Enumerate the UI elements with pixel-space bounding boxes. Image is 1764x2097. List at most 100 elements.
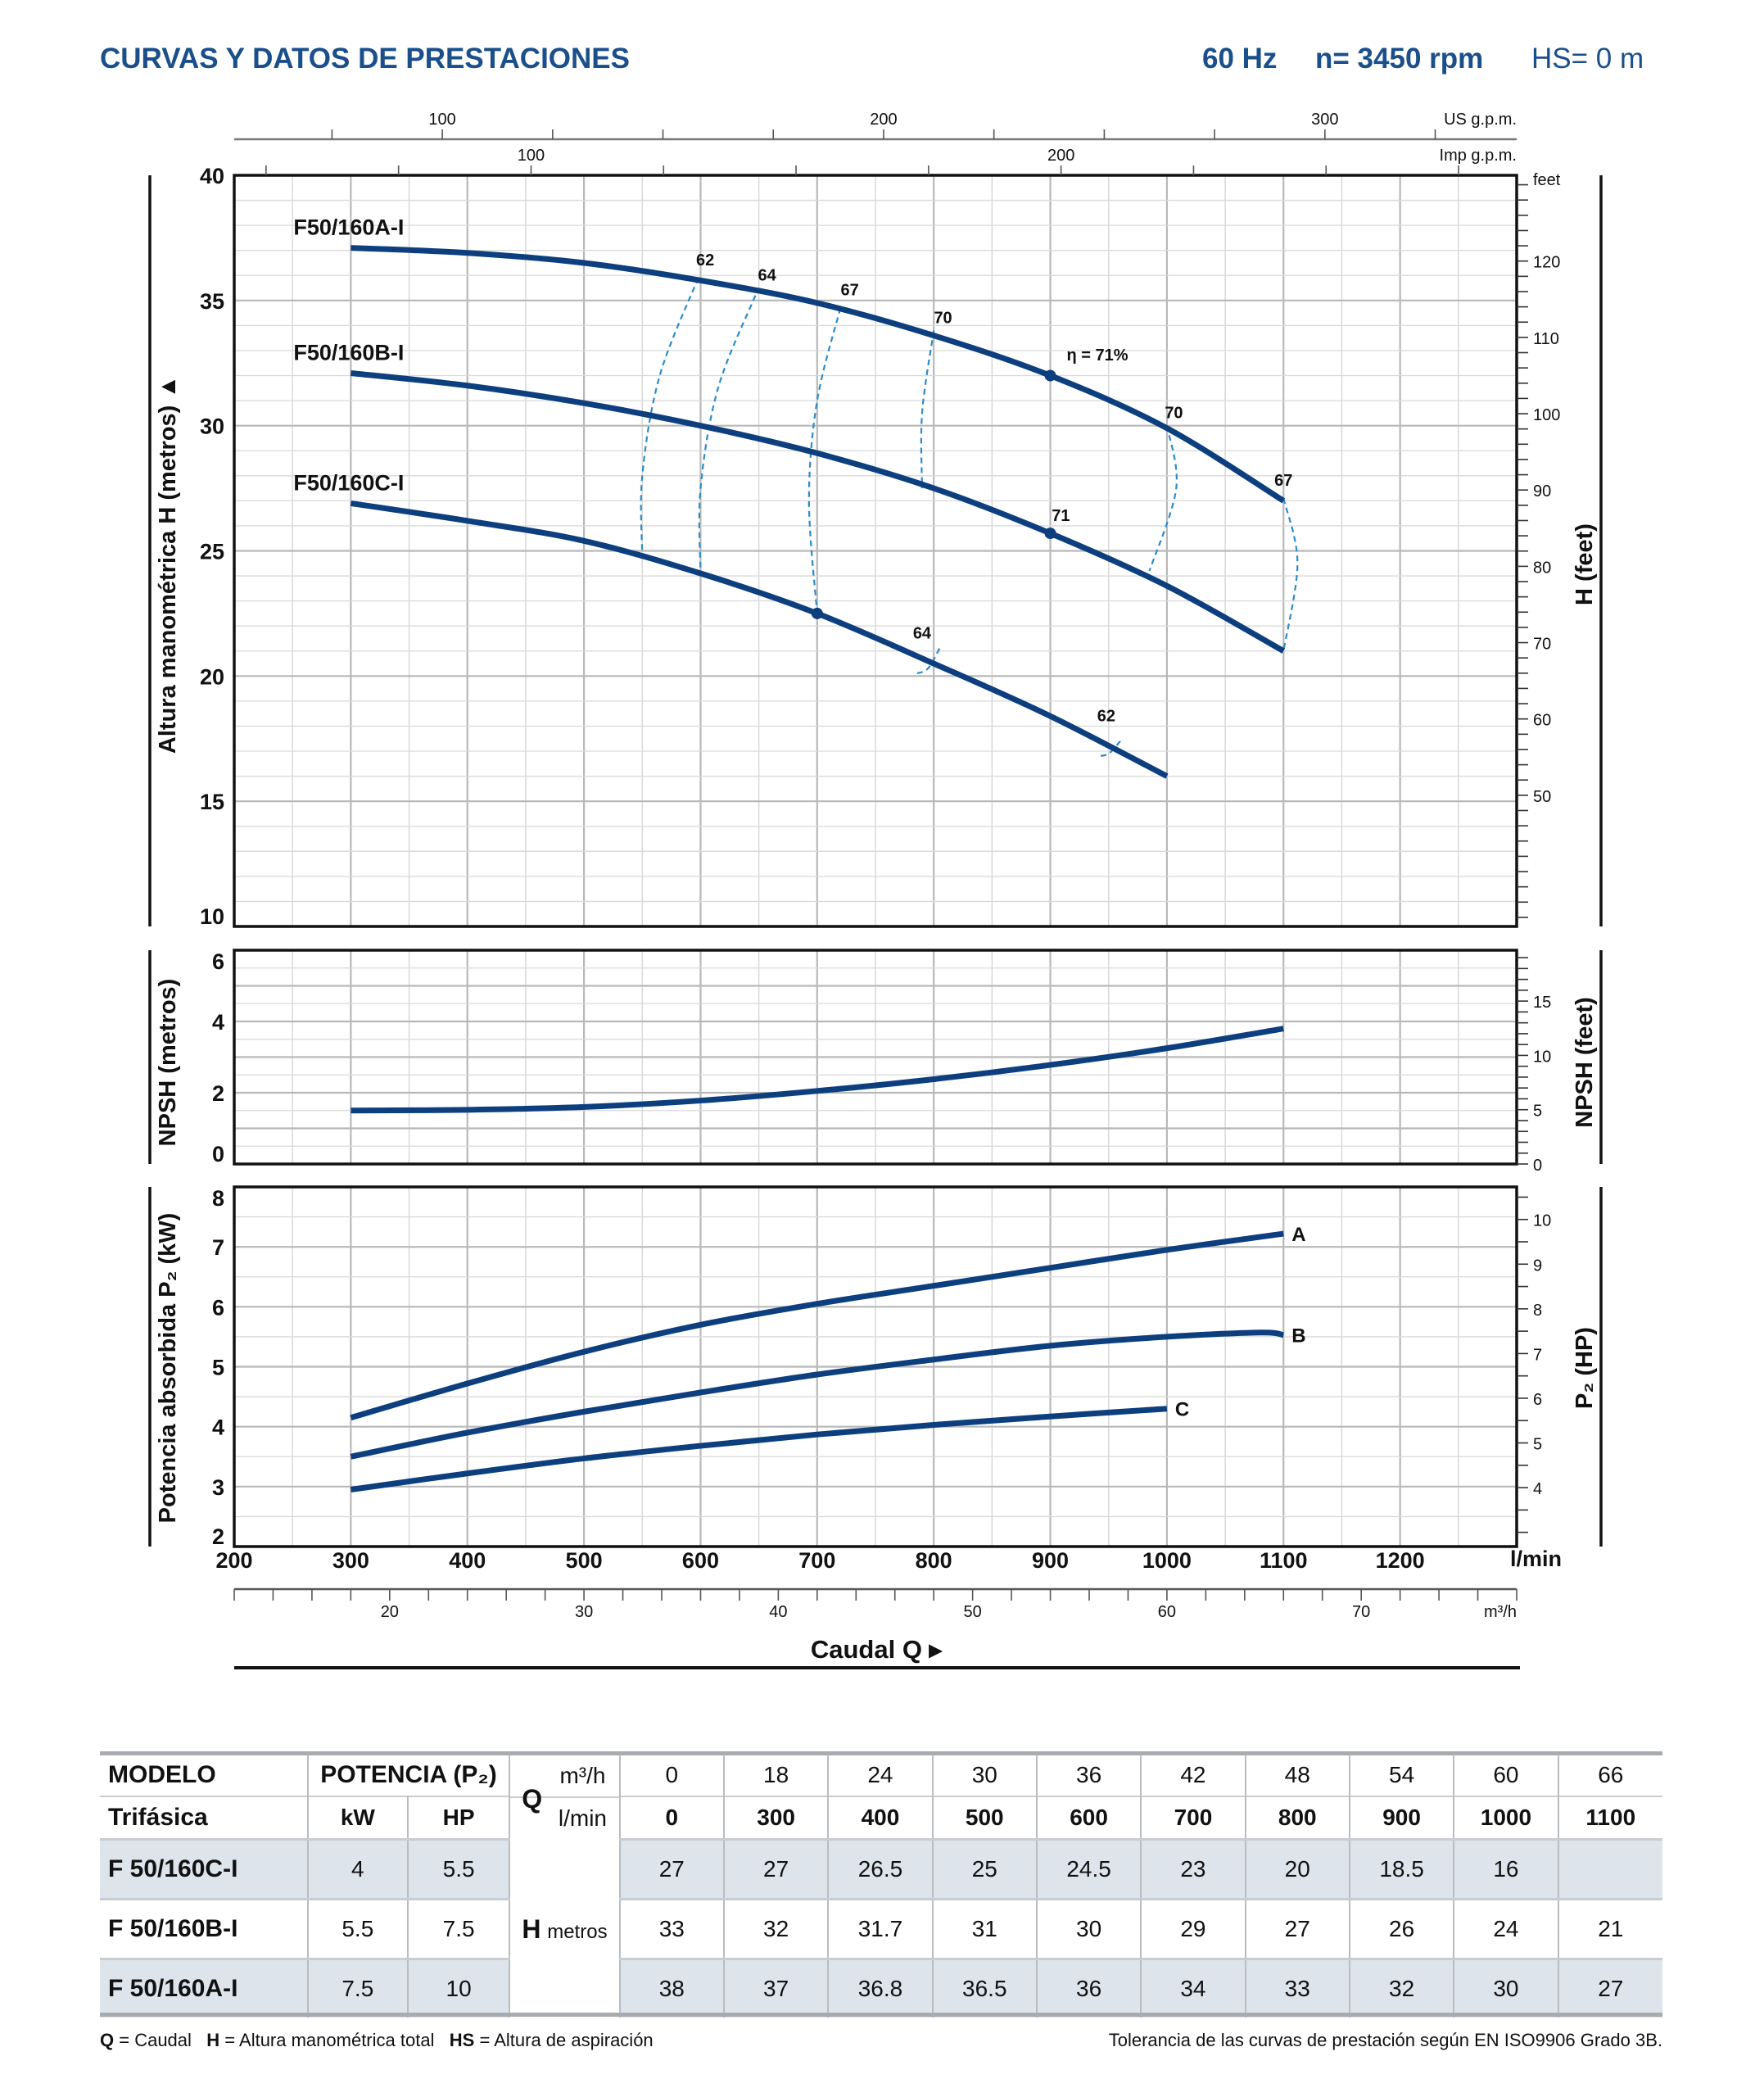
- right-tick-label: 10: [1533, 1212, 1551, 1230]
- right-tick-label: 7: [1533, 1346, 1542, 1364]
- head-value: 30: [1453, 1958, 1558, 2018]
- y-tick-label: 4: [212, 1010, 224, 1035]
- m3h-value: 42: [1140, 1755, 1246, 1796]
- head-value: 36: [1035, 1958, 1142, 2018]
- efficiency-curve-70: [1148, 425, 1178, 572]
- y-tick-label: 6: [212, 1295, 224, 1320]
- right-tick-label: 4: [1533, 1480, 1542, 1498]
- us-gpm-tick-label: 300: [1311, 111, 1338, 129]
- h-def: = Altura manométrica total: [219, 2030, 435, 2050]
- efficiency-label: 62: [696, 251, 714, 269]
- efficiency-label: 64: [913, 624, 932, 642]
- lmin-value: 400: [827, 1796, 933, 1840]
- curve-label: A: [1291, 1224, 1305, 1246]
- y-tick-label: 4: [212, 1415, 224, 1440]
- curve-F50/160A-I: [351, 245, 1286, 504]
- kw-header: kW: [306, 1796, 408, 1840]
- y-axis-title-right: NPSH (feet): [1572, 997, 1598, 1128]
- hs-key: HS: [449, 2030, 475, 2050]
- m3h-unit: m³/h: [1484, 1603, 1517, 1621]
- table-bottom-rule: [100, 2013, 1662, 2017]
- head-value: 27: [618, 1838, 724, 1900]
- h-unit-cell: [509, 1839, 620, 1900]
- y-tick-label: 6: [212, 949, 224, 974]
- hp-header: HP: [406, 1796, 510, 1840]
- head-value: 16: [1453, 1838, 1558, 1900]
- us-gpm-tick-label: 100: [428, 111, 455, 129]
- power-header: POTENCIA (P₂): [306, 1755, 510, 1796]
- m3h-tick-label: 40: [769, 1603, 787, 1621]
- head-value: 37: [722, 1958, 829, 2018]
- head-value: 36.5: [931, 1958, 1037, 2018]
- y-tick-label: 20: [200, 664, 224, 689]
- right-tick-label: 70: [1533, 636, 1551, 654]
- lmin-value: 500: [931, 1796, 1037, 1840]
- head-value: 33: [618, 1898, 724, 1959]
- m3h-value: 60: [1453, 1755, 1558, 1796]
- head-value: 30: [1035, 1898, 1142, 1959]
- best-efficiency-point: [1044, 528, 1056, 540]
- head-value: 25: [931, 1838, 1037, 1900]
- m3h-tick-label: 30: [575, 1603, 593, 1621]
- m3h-tick-label: 60: [1158, 1603, 1176, 1621]
- lmin-value: 900: [1348, 1796, 1454, 1840]
- curve-F50/160C-I: [350, 500, 1169, 779]
- power-kw: 7.5: [306, 1958, 408, 2018]
- y-tick-label: 30: [200, 414, 224, 439]
- efficiency-curve-64: [916, 648, 941, 675]
- head-value: 24.5: [1035, 1838, 1142, 1900]
- m3h-value: 54: [1348, 1755, 1454, 1796]
- x-tick-label: 900: [1032, 1548, 1069, 1573]
- x-axis-unit: l/min: [1510, 1547, 1562, 1571]
- npsh-panel: [148, 949, 1603, 1166]
- x-tick-label: 600: [682, 1548, 719, 1573]
- power-hp: 10: [406, 1958, 510, 2018]
- m3h-value: 36: [1035, 1755, 1142, 1796]
- head-value: 18.5: [1348, 1838, 1454, 1900]
- x-tick-label: 300: [332, 1548, 369, 1573]
- x-tick-label: 1200: [1376, 1548, 1425, 1573]
- curve-label: F50/160B-I: [293, 340, 404, 365]
- us-gpm-unit: US g.p.m.: [1444, 111, 1517, 129]
- us-gpm-tick-label: 200: [870, 111, 897, 129]
- y-tick-label: 40: [200, 164, 224, 188]
- q-label: Q: [522, 1784, 543, 1814]
- y-tick-label: 8: [212, 1186, 224, 1211]
- tolerance-note: Tolerancia de las curvas de prestación s…: [1108, 2030, 1662, 2050]
- x-tick-label: 800: [916, 1548, 952, 1573]
- right-tick-label: 90: [1533, 482, 1551, 500]
- curve-label: F50/160A-I: [293, 215, 404, 240]
- x-tick-label: 700: [798, 1548, 835, 1573]
- lmin-value: 600: [1035, 1796, 1142, 1840]
- q-key: Q: [100, 2030, 115, 2050]
- imp-gpm-tick-label: 100: [518, 147, 545, 165]
- x-tick-label: 400: [449, 1548, 486, 1573]
- curve-label: F50/160C-I: [293, 470, 404, 495]
- right-tick-label: 5: [1533, 1436, 1542, 1454]
- h-key: H: [206, 2030, 220, 2050]
- head-value: 34: [1140, 1958, 1246, 2018]
- right-tick-label: 8: [1533, 1302, 1542, 1320]
- y-tick-label: 10: [200, 904, 224, 929]
- efficiency-label: 62: [1097, 707, 1115, 725]
- right-tick-label: 0: [1533, 1157, 1542, 1175]
- right-tick-label: 50: [1533, 788, 1551, 806]
- head-value: 26: [1348, 1898, 1454, 1959]
- y-tick-label: 2: [212, 1524, 224, 1549]
- curve-A: [350, 1230, 1284, 1421]
- m3h-value: 18: [722, 1755, 829, 1796]
- model-name: F 50/160C-I: [100, 1838, 308, 1900]
- performance-chart: 101520253035405060708090100110120feetAlt…: [148, 111, 1603, 1669]
- head-value: 21: [1557, 1898, 1662, 1959]
- power-hp: 5.5: [406, 1838, 510, 1900]
- table-row: F 50/160C-I 4 5.5 27 27 26.5 25 24.5 23 20 18.5 16: [100, 1838, 1662, 1900]
- m3h-value: 66: [1557, 1755, 1662, 1796]
- table-row: F 50/160B-I 5.5 7.5 H metros 33 32 31.7 31 30 29 2…: [100, 1898, 1662, 1959]
- efficiency-curve-62: [1097, 741, 1121, 758]
- head-value: 27: [1557, 1958, 1662, 2018]
- suction-label: HS= 0 m: [1531, 43, 1644, 75]
- head-value: 32: [1348, 1958, 1454, 2018]
- m3h-value: 48: [1244, 1755, 1350, 1796]
- x-tick-label: 500: [566, 1548, 603, 1573]
- head-value: 20: [1244, 1838, 1350, 1900]
